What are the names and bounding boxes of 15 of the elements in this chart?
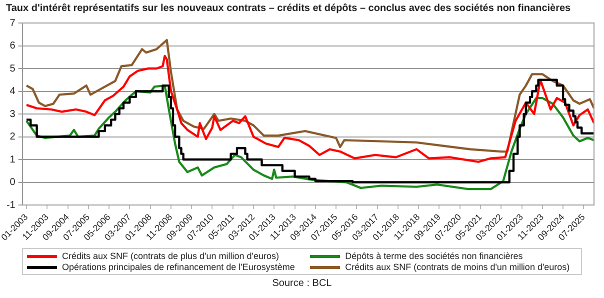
y-tick-label: 2 bbox=[10, 132, 16, 143]
legend-label: Dépôts à terme des sociétés non financières bbox=[345, 251, 523, 261]
legend-label: Crédits aux SNF (contrats de plus d'un million d'euros) bbox=[62, 251, 280, 261]
legend-label: Crédits aux SNF (contrats de moins d'un million d'euros) bbox=[345, 262, 570, 272]
legend-label: Opérations principales de refinancement de l'Eurosystème bbox=[62, 262, 295, 272]
chart-title: Taux d'intérêt représentatifs sur les nouveaux contrats – crédits et dépôts – conclus avec des sociétés non financières bbox=[5, 2, 572, 14]
y-tick-label: 7 bbox=[10, 18, 16, 29]
y-tick-label: 4 bbox=[10, 86, 16, 98]
y-tick-label: 0 bbox=[10, 177, 16, 188]
source-note: Source : BCL bbox=[271, 278, 333, 289]
y-tick-label: 6 bbox=[10, 40, 16, 52]
y-tick-label: 1 bbox=[10, 154, 16, 166]
y-tick-label: -1 bbox=[6, 200, 16, 211]
y-tick-label: 3 bbox=[10, 108, 16, 120]
y-tick-label: 5 bbox=[10, 63, 16, 74]
